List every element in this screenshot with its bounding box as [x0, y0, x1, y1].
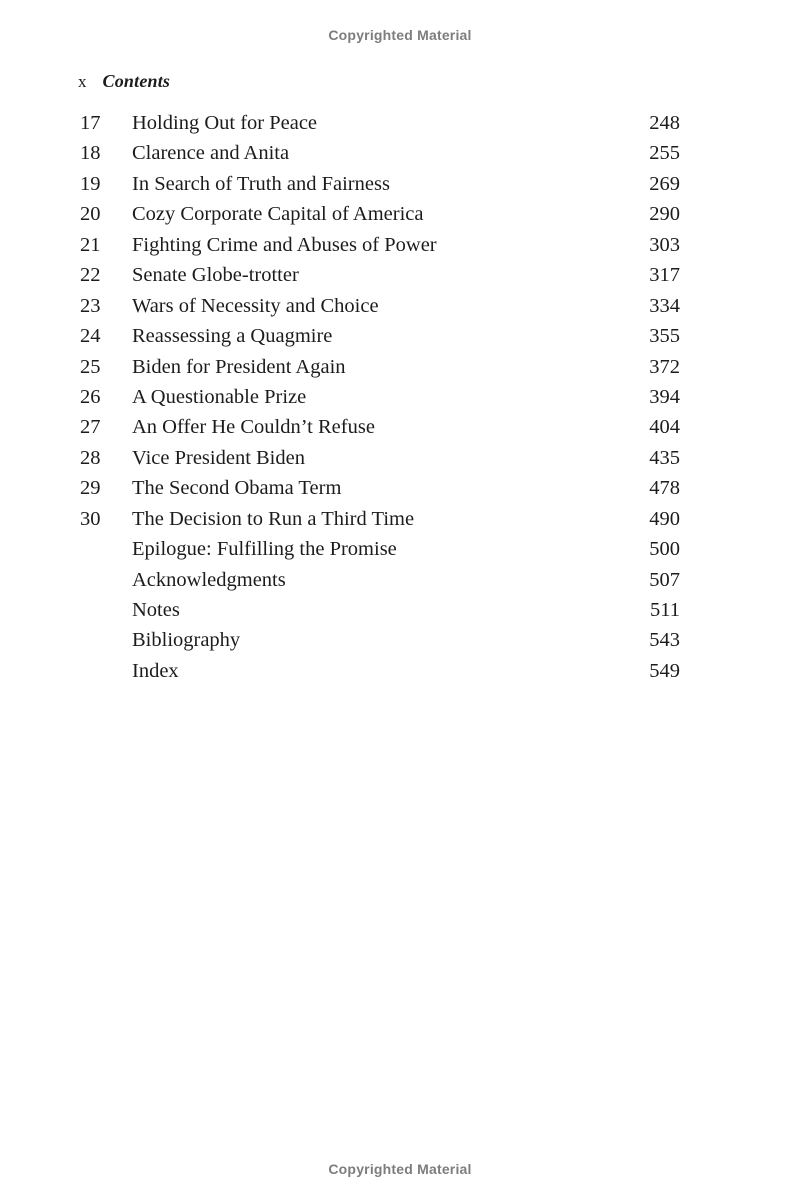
chapter-title: Wars of Necessity and Choice	[132, 294, 379, 317]
chapter-number: 17	[80, 112, 101, 134]
toc-entry: 20 Cozy Corporate Capital of America 290	[80, 203, 680, 233]
chapter-title: Holding Out for Peace	[132, 112, 318, 134]
toc-entry: 23 Wars of Necessity and Choice 334	[80, 295, 680, 325]
toc-entry: 30 The Decision to Run a Third Time 490	[80, 508, 680, 538]
chapter-number: 24	[80, 325, 101, 348]
chapter-page-number: 511	[650, 599, 680, 621]
chapter-page-number: 303	[649, 233, 680, 256]
chapter-page-number: 290	[649, 203, 680, 226]
chapter-number: 20	[80, 203, 101, 226]
folio-page-number: x	[78, 72, 87, 91]
running-head-title: Contents	[102, 71, 171, 91]
toc-entry: 18 Clarence and Anita 255	[80, 142, 680, 172]
chapter-page-number: 269	[649, 172, 680, 195]
toc-entry: 25 Biden for President Again 372	[80, 356, 680, 386]
chapter-title: Clarence and Anita	[132, 142, 290, 165]
toc-entry: 27 An Offer He Couldn’t Refuse 404	[80, 416, 680, 446]
chapter-page-number: 334	[649, 294, 680, 317]
copyright-notice-bottom: Copyrighted Material	[328, 1161, 472, 1177]
chapter-title: Notes	[132, 599, 180, 621]
chapter-title: In Search of Truth and Fairness	[132, 172, 390, 195]
chapter-title: Senate Globe-trotter	[132, 264, 299, 287]
chapter-page-number: 549	[649, 659, 680, 682]
chapter-title: Acknowledgments	[132, 568, 286, 591]
chapter-title: The Second Obama Term	[132, 477, 342, 500]
chapter-title: Cozy Corporate Capital of America	[132, 203, 424, 226]
chapter-page-number: 490	[649, 507, 680, 530]
toc-entry: Bibliography 543	[80, 629, 680, 659]
toc-entry: 28 Vice President Biden 435	[80, 447, 680, 477]
toc-entry: 19 In Search of Truth and Fairness 269	[80, 173, 680, 203]
chapter-title: The Decision to Run a Third Time	[132, 507, 415, 530]
toc-entry: 22 Senate Globe-trotter 317	[80, 264, 680, 294]
toc-entry: Acknowledgments 507	[80, 569, 680, 599]
chapter-number: 23	[80, 294, 101, 317]
toc-entry: 21 Fighting Crime and Abuses of Power 30…	[80, 234, 680, 264]
copyright-notice-top: Copyrighted Material	[328, 27, 472, 43]
chapter-page-number: 255	[649, 142, 680, 165]
chapter-title: Reassessing a Quagmire	[132, 325, 333, 348]
chapter-title: A Questionable Prize	[132, 385, 307, 408]
chapter-number: 29	[80, 477, 101, 500]
chapter-page-number: 404	[649, 416, 680, 439]
chapter-number: 25	[80, 355, 101, 378]
chapter-title: An Offer He Couldn’t Refuse	[132, 416, 375, 439]
chapter-page-number: 372	[649, 355, 680, 378]
chapter-page-number: 394	[649, 385, 680, 408]
chapter-number: 19	[80, 172, 101, 195]
toc-entry: Epilogue: Fulfilling the Promise 500	[80, 538, 680, 568]
chapter-number: 21	[80, 233, 101, 256]
chapter-title: Epilogue: Fulfilling the Promise	[132, 538, 397, 561]
chapter-number: 18	[80, 142, 101, 165]
chapter-page-number: 248	[649, 112, 680, 134]
chapter-number: 22	[80, 264, 101, 287]
chapter-number: 30	[80, 507, 101, 530]
table-of-contents: 17 Holding Out for Peace 248 18 Clarence…	[80, 112, 680, 690]
toc-entry: 26 A Questionable Prize 394	[80, 386, 680, 416]
chapter-title: Index	[132, 659, 179, 682]
chapter-page-number: 435	[649, 446, 680, 469]
chapter-page-number: 317	[649, 264, 680, 287]
chapter-number: 27	[80, 416, 101, 439]
chapter-number: 26	[80, 385, 101, 408]
chapter-title: Biden for President Again	[132, 355, 346, 378]
chapter-page-number: 543	[649, 629, 680, 652]
chapter-page-number: 507	[649, 568, 680, 591]
chapter-page-number: 355	[649, 325, 680, 348]
chapter-number: 28	[80, 446, 101, 469]
chapter-page-number: 478	[649, 477, 680, 500]
chapter-title: Fighting Crime and Abuses of Power	[132, 233, 437, 256]
toc-entry: 24 Reassessing a Quagmire 355	[80, 325, 680, 355]
chapter-page-number: 500	[649, 538, 680, 561]
toc-entry: 29 The Second Obama Term 478	[80, 477, 680, 507]
chapter-title: Vice President Biden	[132, 446, 305, 469]
toc-entry: Notes 511	[80, 599, 680, 629]
toc-entry: Index 549	[80, 660, 680, 690]
chapter-title: Bibliography	[132, 629, 241, 652]
running-header: x Contents	[78, 71, 170, 92]
toc-entry: 17 Holding Out for Peace 248	[80, 112, 680, 142]
